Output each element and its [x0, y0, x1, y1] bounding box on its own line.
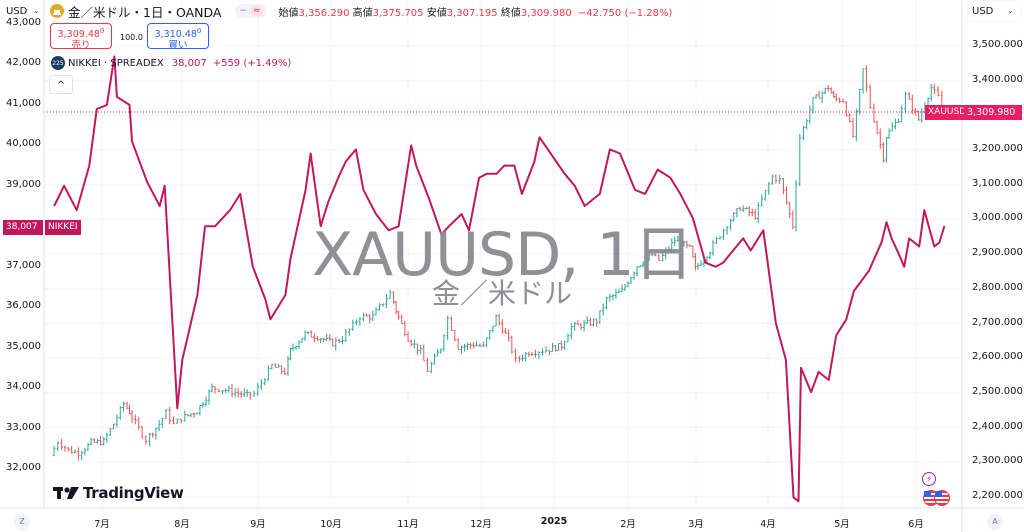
- right-axis-tick: 3,100.000: [972, 177, 1023, 189]
- spread-value: 100.0: [120, 33, 143, 42]
- high-value: 3,375.705: [372, 7, 424, 19]
- chevron-up-icon: ^: [56, 80, 66, 91]
- high-label: 高値: [352, 7, 373, 19]
- low-label: 安値: [426, 7, 447, 19]
- left-axis-tick: 43,000: [6, 17, 41, 28]
- open-value: 3,356.290: [298, 7, 350, 19]
- sell-button[interactable]: 3,309.480 売り: [50, 23, 112, 52]
- change-value: −42.750 (−1.28%): [577, 7, 673, 19]
- open-label: 始値: [278, 7, 299, 19]
- status-pills[interactable]: − ≈: [235, 4, 267, 18]
- watermark-description: 金／米ドル: [432, 277, 573, 310]
- left-axis-tick: 39,000: [6, 178, 41, 190]
- buy-button[interactable]: 3,310.480 買い: [147, 23, 209, 52]
- right-axis-tick: 3,500.000: [972, 39, 1023, 50]
- left-axis-tick: 35,000: [6, 340, 41, 352]
- minus-icon: −: [239, 6, 247, 16]
- compare-change: +559 (+1.49%): [212, 57, 292, 69]
- ohlc-values: 始値3,356.290 高値3,375.705 安値3,307.195 終値3,…: [279, 4, 673, 19]
- nikkei-price-tag: 38,007: [3, 220, 43, 235]
- low-value: 3,307.195: [446, 7, 498, 19]
- time-axis-tick: 6月: [908, 519, 924, 530]
- time-axis-tick: 4月: [760, 519, 776, 530]
- time-axis-tick: 10月: [320, 519, 342, 530]
- time-zone-button[interactable]: Z: [14, 514, 30, 530]
- time-axis-tick: 2月: [620, 519, 636, 530]
- chart-grid: [44, 0, 962, 508]
- right-axis-tick: 2,200.000: [972, 490, 1023, 501]
- buy-price-sup: 0: [196, 27, 202, 35]
- close-value: 3,309.980: [520, 7, 572, 19]
- watermark-symbol: XAUUSD, 1日: [312, 220, 694, 290]
- compare-symbol-name: NIKKEI · SPREADEX: [68, 57, 164, 69]
- right-currency-select[interactable]: USD ⌄: [968, 1, 1020, 21]
- left-axis-tick: 42,000: [6, 57, 41, 69]
- xauusd-series-tag: XAUUSD: [925, 105, 970, 120]
- tradingview-logo-icon: [53, 487, 79, 499]
- buy-price: 3,310.48: [154, 29, 197, 41]
- xauusd-ohlc-series: [52, 65, 944, 461]
- gold-symbol-icon: [50, 4, 64, 18]
- xauusd-price-tag: 3,309.980: [964, 105, 1022, 120]
- right-axis-tick: 2,300.000: [972, 455, 1023, 467]
- tradingview-logo[interactable]: TradingView: [53, 484, 184, 502]
- left-currency-select[interactable]: USD ⌄: [2, 1, 42, 21]
- left-axis-tick: 40,000: [6, 138, 41, 150]
- right-axis-tick: 2,500.000: [972, 385, 1023, 397]
- approx-icon: ≈: [250, 6, 263, 16]
- right-currency-label: USD: [972, 5, 994, 17]
- compare-series-legend[interactable]: 225 NIKKEI · SPREADEX 38,007 +559 (+1.49…: [51, 56, 291, 70]
- auto-scale-label: A: [992, 517, 998, 526]
- sell-price: 3,309.48: [57, 29, 100, 41]
- time-axis-tick: 5月: [834, 519, 850, 530]
- main-series-legend[interactable]: 金／米ドル・1日・OANDA − ≈ 始値3,356.290 高値3,375.7…: [50, 2, 672, 20]
- left-axis-tick: 32,000: [6, 462, 41, 473]
- symbol-title[interactable]: 金／米ドル・1日・OANDA: [68, 4, 222, 20]
- time-axis-tick: 12月: [470, 519, 492, 530]
- lightning-event-icon[interactable]: ⚡: [922, 472, 936, 486]
- right-axis-tick: 2,600.000: [972, 351, 1023, 363]
- chevron-down-icon: ⌄: [33, 7, 40, 15]
- left-axis-tick: 36,000: [6, 300, 41, 312]
- left-axis-tick: 34,000: [6, 381, 41, 393]
- buy-label: 買い: [168, 40, 188, 52]
- collapse-legend-button[interactable]: ^: [49, 75, 73, 94]
- nikkei-225-badge-icon: 225: [51, 56, 65, 70]
- time-axis-tick: 2025: [540, 516, 568, 527]
- left-currency-label: USD: [6, 5, 28, 17]
- right-axis-tick: 2,900.000: [972, 247, 1023, 259]
- right-axis-tick: 2,400.000: [972, 420, 1023, 432]
- z-label: Z: [19, 517, 25, 526]
- nikkei-line-series: [53, 55, 946, 503]
- time-axis-tick: 8月: [174, 519, 190, 530]
- tradingview-logo-text: TradingView: [83, 484, 184, 502]
- time-axis-tick: 7月: [94, 519, 110, 530]
- us-flag-event-icon-2[interactable]: [934, 490, 950, 506]
- compare-value: 38,007: [171, 57, 207, 69]
- left-axis-tick: 37,000: [6, 259, 41, 271]
- right-axis-tick: 2,700.000: [972, 316, 1023, 328]
- left-axis-tick: 33,000: [6, 421, 41, 433]
- time-axis-tick: 11月: [397, 519, 419, 530]
- time-axis-tick: 9月: [250, 519, 266, 530]
- right-axis-tick: 3,200.000: [972, 143, 1023, 155]
- close-label: 終値: [500, 7, 521, 19]
- sell-label: 売り: [71, 40, 91, 52]
- left-axis-tick: 41,000: [6, 97, 41, 109]
- auto-scale-button[interactable]: A: [987, 514, 1003, 530]
- right-axis-tick: 3,000.000: [972, 212, 1023, 224]
- nikkei-series-tag: NIKKEI: [45, 220, 81, 235]
- chevron-down-icon: ⌄: [1007, 7, 1014, 15]
- sell-price-sup: 0: [99, 27, 105, 35]
- right-axis-tick: 3,400.000: [972, 73, 1023, 85]
- time-axis-tick: 3月: [688, 519, 704, 530]
- right-axis-tick: 2,800.000: [972, 281, 1023, 293]
